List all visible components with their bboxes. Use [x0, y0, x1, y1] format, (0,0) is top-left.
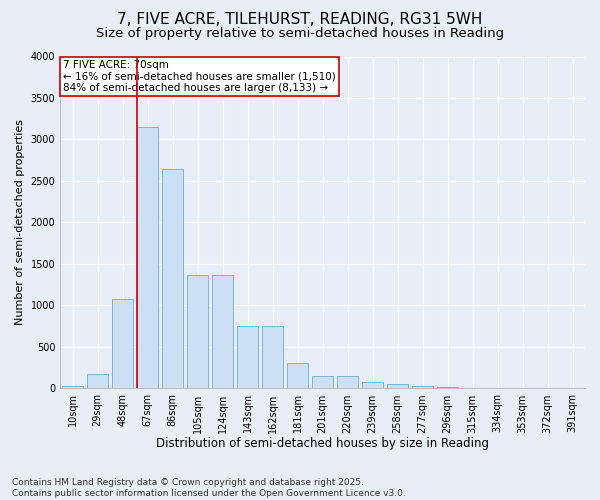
Bar [162, 168, 183, 388]
X-axis label: Distribution of semi-detached houses by size in Reading: Distribution of semi-detached houses by … [156, 437, 489, 450]
Bar [237, 326, 258, 388]
Bar [212, 275, 233, 388]
Bar [262, 326, 283, 388]
Bar [87, 374, 108, 388]
Text: Contains HM Land Registry data © Crown copyright and database right 2025.
Contai: Contains HM Land Registry data © Crown c… [12, 478, 406, 498]
Text: 7, FIVE ACRE, TILEHURST, READING, RG31 5WH: 7, FIVE ACRE, TILEHURST, READING, RG31 5… [118, 12, 482, 28]
Bar [362, 382, 383, 388]
Bar [62, 386, 83, 388]
Bar [287, 362, 308, 388]
Text: 7 FIVE ACRE: 70sqm
← 16% of semi-detached houses are smaller (1,510)
84% of semi: 7 FIVE ACRE: 70sqm ← 16% of semi-detache… [63, 60, 335, 93]
Y-axis label: Number of semi-detached properties: Number of semi-detached properties [15, 120, 25, 326]
Bar [387, 384, 408, 388]
Bar [412, 386, 433, 388]
Bar [187, 275, 208, 388]
Bar [312, 376, 333, 388]
Bar [437, 387, 458, 388]
Bar [337, 376, 358, 388]
Text: Size of property relative to semi-detached houses in Reading: Size of property relative to semi-detach… [96, 28, 504, 40]
Bar [137, 127, 158, 388]
Bar [112, 299, 133, 388]
